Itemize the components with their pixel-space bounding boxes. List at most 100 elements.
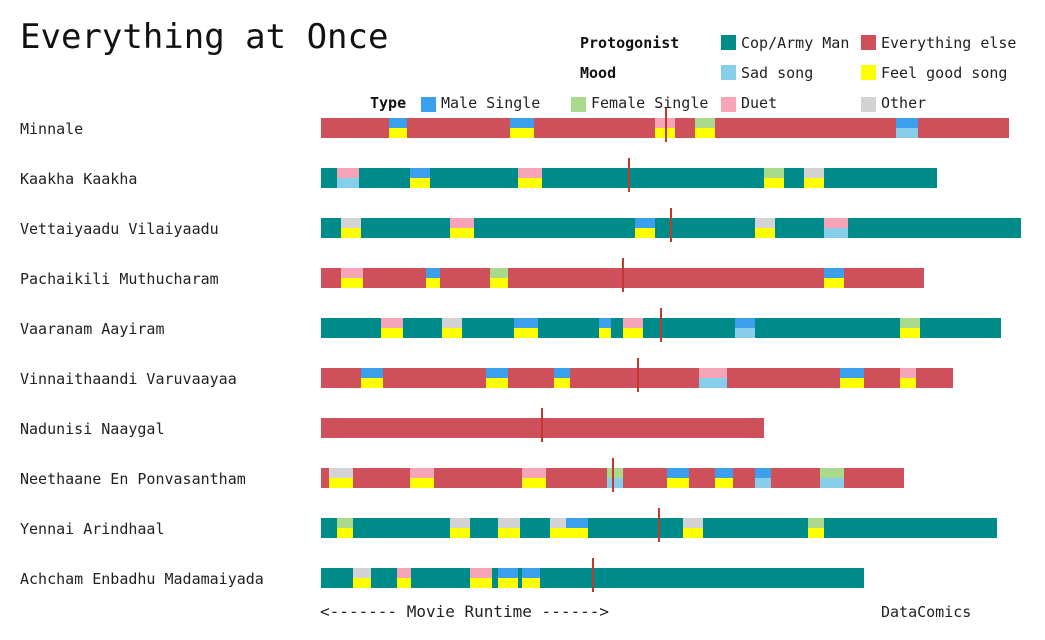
song-mood-mark (635, 228, 655, 238)
song-mood-mark (699, 378, 727, 388)
song-type-mark (699, 368, 727, 378)
song-type-mark (607, 468, 623, 478)
song-type-mark (486, 368, 508, 378)
song-mood-mark (389, 128, 407, 138)
song-type-mark (426, 268, 440, 278)
movie-row: Yennai Arindhaal (20, 508, 997, 542)
song-type-mark (410, 468, 434, 478)
song-mood-mark (450, 528, 470, 538)
song-type-mark (337, 168, 359, 178)
song-type-mark (764, 168, 784, 178)
movie-label: Pachaikili Muthucharam (20, 270, 219, 288)
midpoint-marker (637, 358, 639, 392)
legend-label-cop: Cop/Army Man (741, 34, 849, 52)
song-type-mark (498, 518, 520, 528)
movie-label: Vettaiyaadu Vilaiyaadu (20, 220, 219, 238)
song-mood-mark (755, 228, 775, 238)
song-type-mark (566, 518, 588, 528)
song-type-mark (635, 218, 655, 228)
song-type-mark (808, 518, 824, 528)
movie-label: Neethaane En Ponvasantham (20, 470, 246, 488)
song-type-mark (341, 218, 361, 228)
song-mood-mark (695, 128, 715, 138)
song-type-mark (410, 168, 430, 178)
song-type-mark (522, 568, 540, 578)
song-mood-mark (623, 328, 643, 338)
song-type-mark (450, 518, 470, 528)
song-mood-mark (410, 178, 430, 188)
song-mood-mark (522, 478, 546, 488)
song-type-mark (353, 568, 371, 578)
song-type-mark (623, 318, 643, 328)
legend-protagonist-heading: Protogonist (580, 34, 679, 52)
song-mood-mark (667, 478, 689, 488)
song-mood-mark (341, 278, 363, 288)
song-mood-mark (337, 528, 353, 538)
song-type-mark (341, 268, 363, 278)
legend-label-feelgood: Feel good song (881, 64, 1007, 82)
song-mood-mark (514, 328, 538, 338)
song-type-mark (381, 318, 403, 328)
song-mood-mark (735, 328, 755, 338)
song-type-mark (715, 468, 733, 478)
song-mood-mark (510, 128, 534, 138)
midpoint-marker (660, 308, 662, 342)
song-mood-mark (337, 178, 359, 188)
midpoint-marker (658, 508, 660, 542)
song-mood-mark (896, 128, 918, 138)
legend: Protogonist Cop/Army Man Everything else… (370, 34, 1016, 112)
song-mood-mark (808, 528, 824, 538)
song-mood-mark (715, 478, 733, 488)
movie-label: Nadunisi Naaygal (20, 420, 165, 438)
song-type-mark (518, 168, 542, 178)
x-axis-label: <------- Movie Runtime ------> (320, 602, 609, 621)
song-type-mark (450, 218, 474, 228)
song-type-mark (329, 468, 353, 478)
song-mood-mark (490, 278, 508, 288)
movie-row: Vettaiyaadu Vilaiyaadu (20, 208, 1021, 242)
movie-row: Vinnaithaandi Varuvaayaa (20, 358, 953, 392)
song-type-mark (900, 368, 916, 378)
song-mood-mark (599, 328, 611, 338)
song-type-mark (361, 368, 383, 378)
song-mood-mark (683, 528, 703, 538)
legend-label-other: Other (881, 94, 926, 112)
movie-row: Pachaikili Muthucharam (20, 258, 924, 292)
legend-label-male: Male Single (441, 94, 540, 112)
song-type-mark (900, 318, 920, 328)
song-type-mark (804, 168, 824, 178)
song-type-mark (599, 318, 611, 328)
song-mood-mark (410, 478, 434, 488)
movie-label: Yennai Arindhaal (20, 520, 165, 538)
midpoint-marker (665, 108, 667, 142)
song-type-mark (896, 118, 918, 128)
song-type-mark (820, 468, 844, 478)
legend-swatch-female (571, 97, 586, 112)
song-type-mark (498, 568, 518, 578)
song-mood-mark (329, 478, 353, 488)
chart-title: Everything at Once (20, 17, 388, 57)
song-type-mark (397, 568, 411, 578)
legend-swatch-feelgood (861, 65, 876, 80)
song-mood-mark (397, 578, 411, 588)
movie-label: Vinnaithaandi Varuvaayaa (20, 370, 237, 388)
song-type-mark (389, 118, 407, 128)
movie-rows: Minnale Kaakha Kaakha Vettaiyaadu Vilaiyaa… (20, 108, 1021, 592)
movie-row: Vaaranam Aayiram (20, 308, 1001, 342)
credit: DataComics (881, 603, 971, 621)
song-mood-mark (824, 278, 844, 288)
song-type-mark (735, 318, 755, 328)
song-type-mark (514, 318, 538, 328)
movie-row: Kaakha Kaakha (20, 158, 937, 192)
song-type-mark (683, 518, 703, 528)
song-type-mark (554, 368, 570, 378)
legend-mood-heading: Mood (580, 64, 616, 82)
song-mood-mark (361, 378, 383, 388)
song-mood-mark (900, 328, 920, 338)
song-mood-mark (764, 178, 784, 188)
song-type-mark (695, 118, 715, 128)
song-mood-mark (550, 528, 566, 538)
song-type-mark (824, 218, 848, 228)
song-type-mark (824, 268, 844, 278)
song-mood-mark (607, 478, 623, 488)
